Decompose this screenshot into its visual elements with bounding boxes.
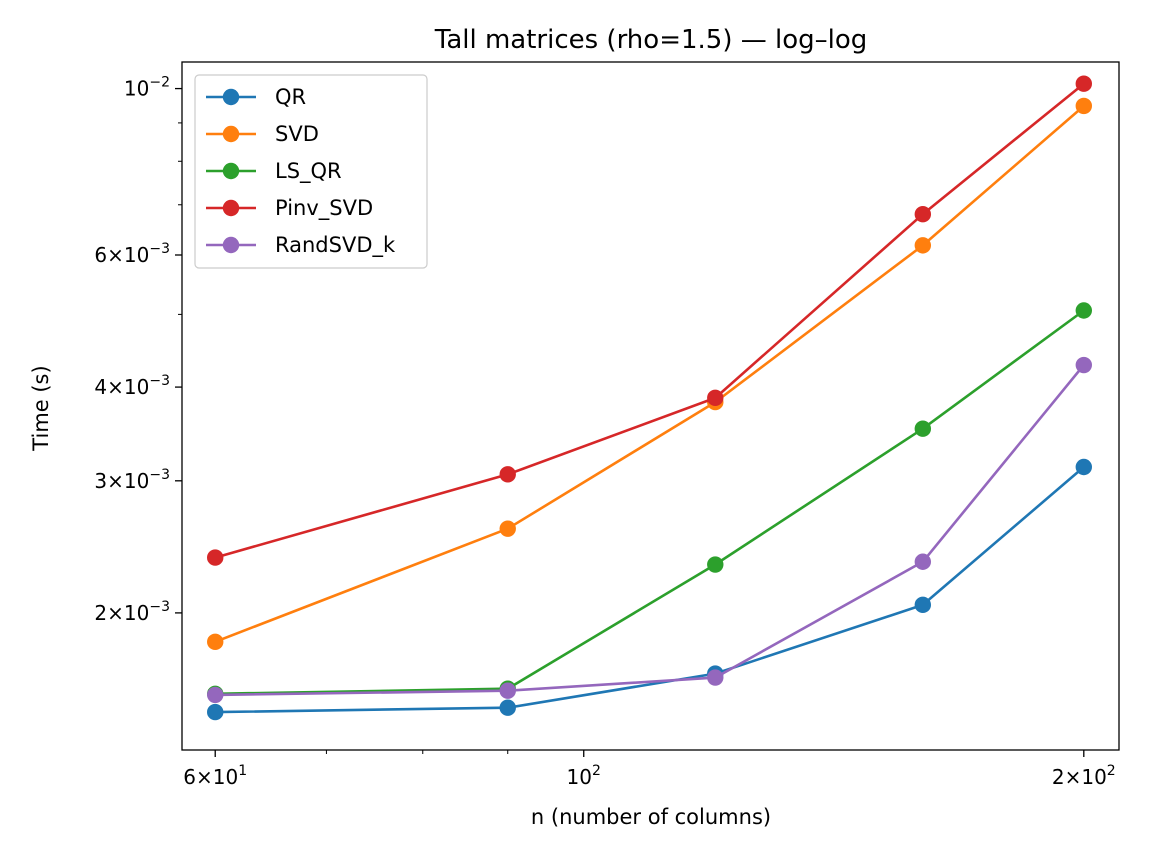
y-axis-label: Time (s) (29, 365, 53, 451)
data-point-randsvd-k (914, 553, 932, 570)
series-randsvd-k (207, 356, 1093, 704)
legend-label: SVD (275, 122, 319, 146)
data-point-pinv-svd (499, 466, 516, 483)
y-tick-label: 10−2 (124, 75, 170, 101)
legend-item-svd: SVD (206, 122, 319, 146)
x-tick-label: 102 (567, 763, 601, 789)
data-point-qr (499, 699, 516, 716)
chart-title: Tall matrices (rho=1.5) — log–log (434, 25, 868, 55)
data-point-ls-qr (1075, 302, 1093, 319)
data-point-qr (207, 703, 224, 721)
data-point-svd (207, 633, 224, 651)
y-tick-label: 6×10−3 (94, 241, 170, 267)
legend-item-ls-qr: LS_QR (206, 159, 342, 184)
legend-item-qr: QR (206, 85, 306, 109)
y-tick-label: 2×10−3 (94, 599, 170, 625)
data-point-pinv-svd (1075, 75, 1093, 92)
legend-label: RandSVD_k (275, 233, 396, 258)
data-point-randsvd-k (207, 686, 224, 704)
data-point-randsvd-k (1075, 356, 1093, 374)
legend-item-randsvd-k: RandSVD_k (206, 233, 396, 258)
legend-swatch-marker (222, 236, 240, 254)
legend: QR SVD LS_QR Pinv_SVD RandSVD_k (194, 74, 428, 269)
data-point-pinv-svd (914, 206, 932, 223)
legend-swatch-marker (222, 88, 240, 106)
x-tick-label: 6×101 (183, 763, 247, 789)
y-tick-label: 4×10−3 (94, 373, 170, 399)
data-point-pinv-svd (207, 549, 224, 566)
data-point-randsvd-k (707, 669, 724, 686)
legend-label: Pinv_SVD (275, 196, 373, 221)
data-point-qr (914, 596, 932, 614)
legend-swatch-marker (222, 199, 240, 217)
data-point-randsvd-k (499, 682, 516, 699)
data-point-ls-qr (707, 556, 724, 573)
data-point-svd (1075, 97, 1093, 115)
data-point-svd (914, 237, 932, 254)
data-point-svd (499, 520, 516, 537)
legend-swatch-marker (222, 162, 240, 180)
legend-label: LS_QR (275, 159, 342, 184)
legend-swatch-marker (222, 125, 240, 143)
data-point-pinv-svd (707, 389, 724, 407)
legend-item-pinv-svd: Pinv_SVD (206, 196, 373, 221)
x-tick-label: 2×102 (1052, 763, 1116, 789)
legend-box (194, 74, 428, 269)
series-pinv-svd (207, 75, 1093, 566)
plot-frame (181, 61, 1120, 751)
series-layer (207, 75, 1093, 721)
y-tick-label: 3×10−3 (94, 467, 170, 493)
data-point-ls-qr (914, 420, 932, 437)
axis-ticks: 6×101 102 2×102 2×10−3 3×10−3 4×10−3 6×10−3 10−… (94, 75, 1115, 789)
x-axis-label: n (number of columns) (531, 805, 771, 829)
legend-label: QR (275, 85, 306, 109)
data-point-qr (1075, 458, 1093, 476)
